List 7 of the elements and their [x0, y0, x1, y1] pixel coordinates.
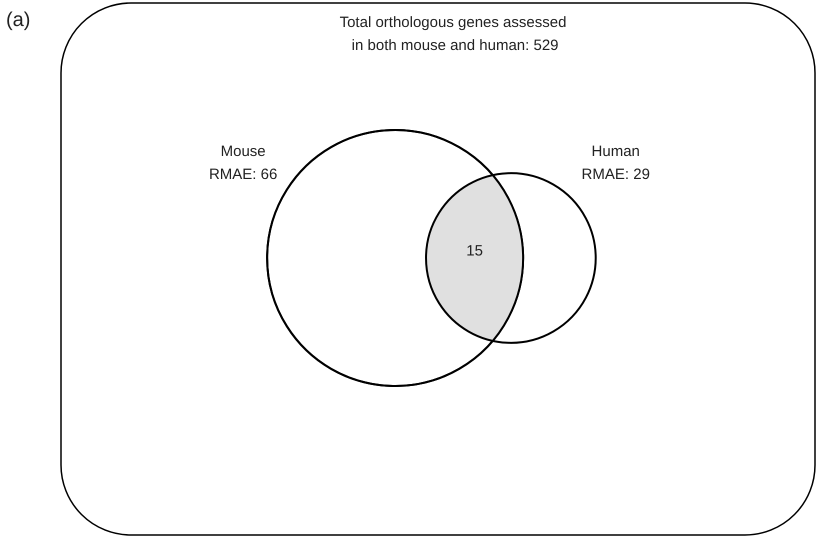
category-label: Mouse — [220, 143, 266, 160]
data-label: RMAE: 29 — [582, 166, 650, 183]
data-label: RMAE: 66 — [208, 166, 278, 183]
data-label: 15 — [466, 242, 483, 260]
category-label: Human — [592, 143, 640, 160]
text: Total orthologous genes assessed in both mouse and human: 529 — [340, 14, 566, 54]
text: (a) — [6, 9, 30, 31]
